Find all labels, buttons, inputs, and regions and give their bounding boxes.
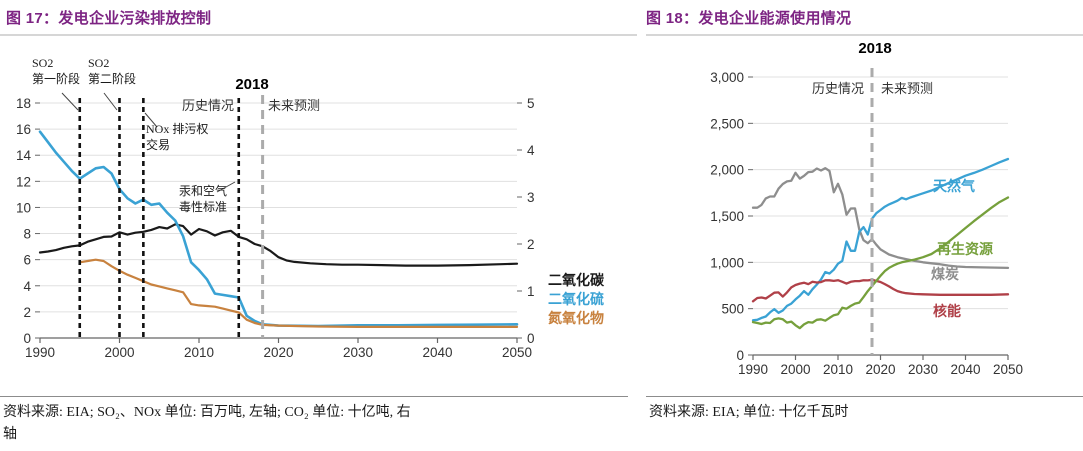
legend-item-co2: 二氧化碳 bbox=[548, 274, 604, 289]
annotation-line: 第一阶段 bbox=[32, 71, 81, 86]
series-line-nuclear bbox=[751, 278, 1010, 303]
series-line-co2 bbox=[38, 223, 519, 267]
figure-17-title-underline bbox=[0, 34, 637, 36]
series-label-renewables: 再生资源 bbox=[937, 243, 993, 258]
annotation-nox-trading: NOx 排污权 交易 bbox=[146, 122, 208, 153]
y-axis-tick-label: 16 bbox=[16, 122, 31, 137]
figure-17-source-line1: 资料来源: EIA; SO₂、NOx 单位: 百万吨, 左轴; CO₂ 单位: … bbox=[3, 405, 411, 420]
figure-18-source-divider bbox=[646, 396, 1083, 397]
x-axis-tick-label: 2000 bbox=[104, 345, 134, 360]
y-axis-tick-label: 8 bbox=[23, 227, 31, 242]
y-axis-tick-label: 14 bbox=[16, 148, 32, 163]
y-axis-right-tick-label: 2 bbox=[527, 237, 535, 252]
annotation-line: 第二阶段 bbox=[88, 71, 137, 86]
y-axis-right-tick-label: 4 bbox=[527, 143, 535, 158]
x-axis-tick-label: 1990 bbox=[738, 362, 768, 377]
x-axis-tick-label: 2040 bbox=[950, 362, 980, 377]
y-axis-tick-label: 4 bbox=[23, 279, 31, 294]
y-axis-tick-label: 1,500 bbox=[710, 209, 744, 224]
x-axis-tick-label: 2050 bbox=[993, 362, 1023, 377]
x-axis-tick-label: 1990 bbox=[25, 345, 55, 360]
figure-18-title-underline bbox=[646, 34, 1083, 36]
annotation-line: 交易 bbox=[146, 137, 171, 152]
legend-item-so2: 二氧化硫 bbox=[548, 293, 604, 308]
x-axis-tick-label: 2030 bbox=[343, 345, 373, 360]
annotation-line: 汞和空气 bbox=[179, 184, 228, 198]
series-label-gas: 天然气 bbox=[933, 180, 975, 195]
annotation-pointer-line bbox=[61, 92, 79, 111]
x-axis-tick-label: 2020 bbox=[263, 345, 293, 360]
year-2018-marker: 2018 bbox=[235, 76, 269, 93]
y-axis-tick-label: 6 bbox=[23, 253, 31, 268]
annotation-line: 毒性标准 bbox=[179, 199, 228, 214]
series-line-so2 bbox=[38, 130, 519, 328]
y-axis-tick-label: 1,000 bbox=[710, 255, 744, 270]
figure-18-title: 图 18：发电企业能源使用情况 bbox=[646, 10, 852, 27]
y-axis-tick-label: 0 bbox=[736, 348, 744, 363]
annotation-line: SO2 bbox=[88, 56, 110, 70]
x-axis-tick-label: 2020 bbox=[865, 362, 895, 377]
history-label: 历史情况 bbox=[181, 98, 234, 113]
series-line-renewables bbox=[751, 196, 1010, 330]
y-axis-right-tick-label: 5 bbox=[527, 96, 535, 111]
annotation-pointer-line bbox=[216, 181, 236, 193]
y-axis-tick-label: 10 bbox=[16, 200, 31, 215]
annotation-so2-phase2: SO2 第二阶段 bbox=[88, 56, 136, 87]
figure-18-source: 资料来源: EIA; 单位: 十亿千瓦时 bbox=[649, 405, 849, 420]
series-line-coal bbox=[751, 167, 1010, 270]
y-axis-right-tick-label: 1 bbox=[527, 284, 535, 299]
series-label-nuclear: 核能 bbox=[933, 305, 961, 320]
annotation-so2-phase1: SO2 第一阶段 bbox=[32, 56, 80, 87]
x-axis-tick-label: 2030 bbox=[908, 362, 938, 377]
x-axis-tick-label: 2040 bbox=[422, 345, 452, 360]
annotation-pointer-line bbox=[144, 112, 158, 128]
year-2018-marker: 2018 bbox=[858, 40, 892, 57]
x-axis-tick-label: 2000 bbox=[780, 362, 810, 377]
series-line-nox bbox=[78, 258, 519, 328]
figure-17-source-divider bbox=[0, 396, 628, 397]
annotation-mats: 汞和空气 毒性标准 bbox=[179, 184, 227, 215]
x-axis-tick-label: 2010 bbox=[184, 345, 214, 360]
annotation-pointer-line bbox=[103, 92, 118, 111]
y-axis-tick-label: 500 bbox=[721, 302, 744, 317]
future-forecast-label: 未来预测 bbox=[881, 81, 934, 96]
y-axis-right-tick-label: 3 bbox=[527, 190, 535, 205]
figure-17-legend: 二氧化碳 二氧化硫 氮氧化物 bbox=[548, 272, 604, 329]
annotation-line: NOx 排污权 bbox=[146, 122, 209, 136]
x-axis-tick-label: 2010 bbox=[823, 362, 853, 377]
annotation-line: SO2 bbox=[32, 56, 54, 70]
y-axis-tick-label: 2 bbox=[23, 305, 31, 320]
y-axis-right-tick-label: 0 bbox=[527, 331, 535, 346]
y-axis-tick-label: 18 bbox=[16, 96, 31, 111]
future-forecast-label: 未来预测 bbox=[268, 98, 321, 113]
series-label-coal: 煤炭 bbox=[931, 268, 959, 283]
history-label: 历史情况 bbox=[811, 81, 864, 96]
y-axis-tick-label: 2,500 bbox=[710, 116, 744, 131]
figure-17-source-line2: 轴 bbox=[3, 427, 17, 442]
legend-item-nox: 氮氧化物 bbox=[548, 312, 604, 327]
y-axis-tick-label: 2,000 bbox=[710, 163, 744, 178]
figure-17-title: 图 17：发电企业污染排放控制 bbox=[6, 10, 212, 27]
y-axis-tick-label: 12 bbox=[16, 174, 31, 189]
x-axis-tick-label: 2050 bbox=[502, 345, 532, 360]
series-line-gas bbox=[751, 157, 1010, 322]
y-axis-tick-label: 3,000 bbox=[710, 70, 744, 85]
y-axis-tick-label: 0 bbox=[23, 331, 31, 346]
